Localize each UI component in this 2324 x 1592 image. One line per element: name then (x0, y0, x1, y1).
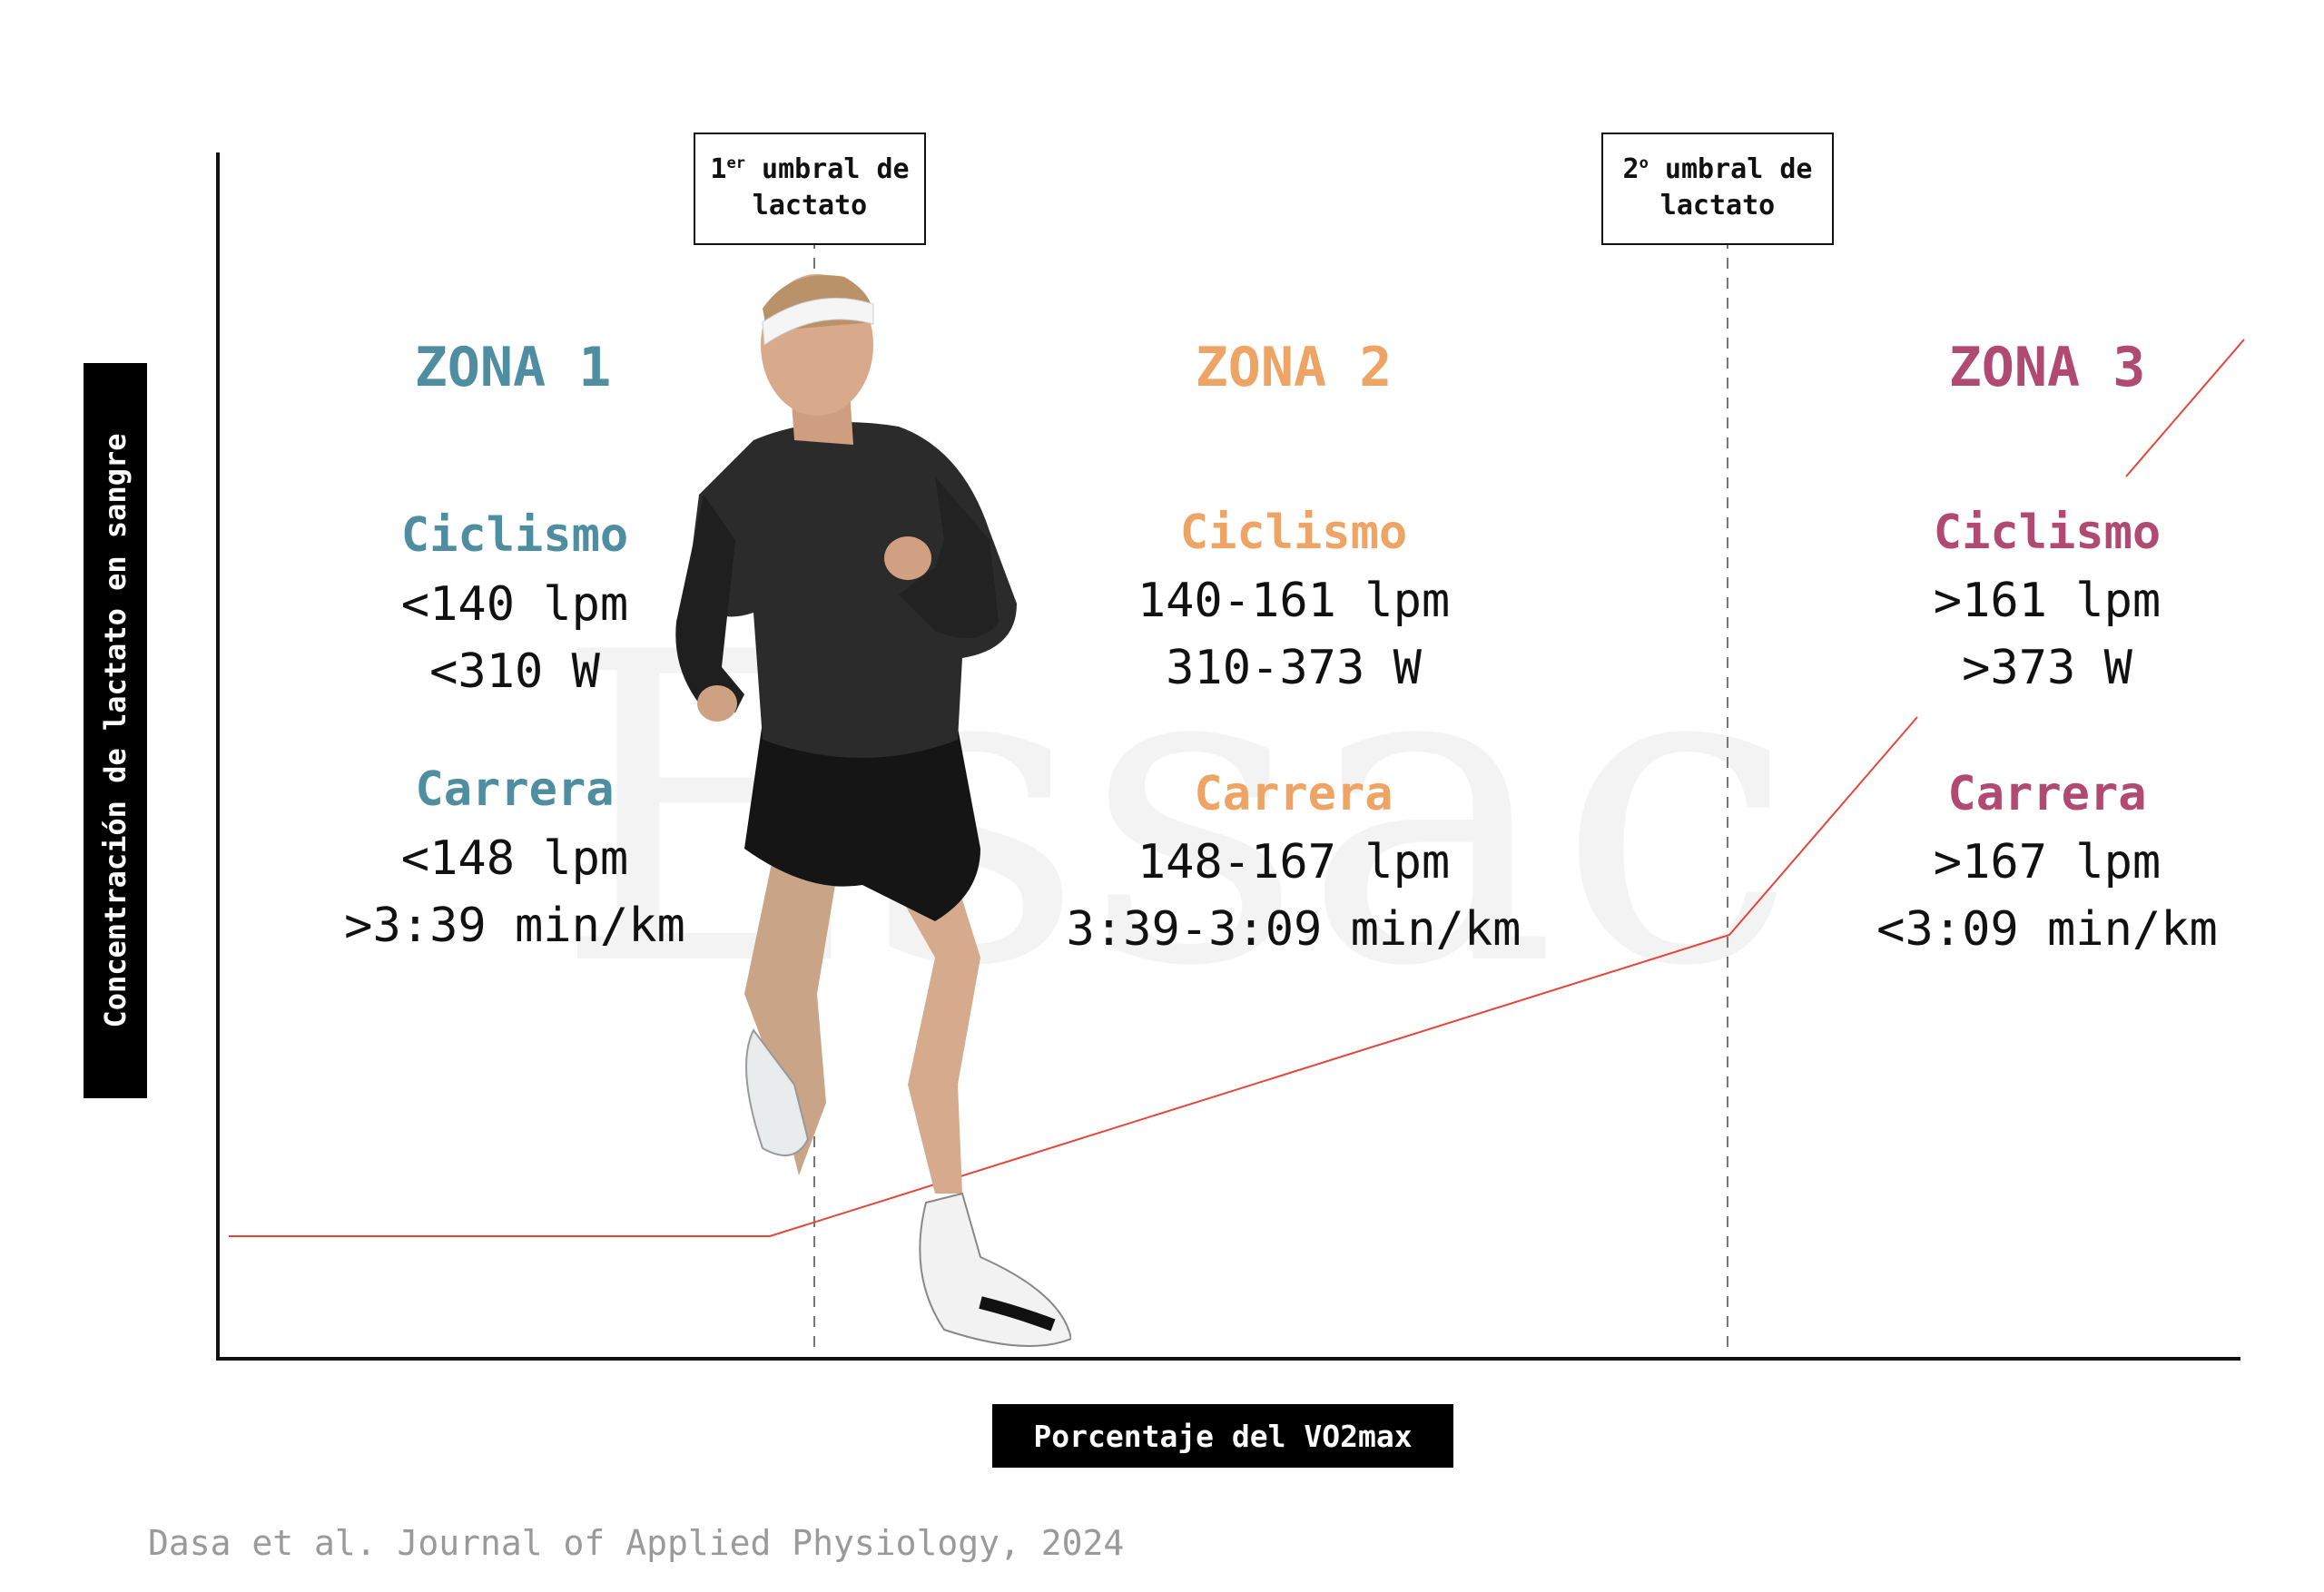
x-axis-label: Porcentaje del VO2max (992, 1404, 1453, 1468)
runner-photo (675, 274, 1071, 1347)
zone-3-cycling-label: Ciclismo (1933, 506, 2162, 560)
zone-1-title: ZONA 1 (414, 336, 612, 399)
zone-3-running-hr: >167 lpm (1933, 835, 2162, 889)
threshold-2-label: 2o umbral de lactato (1601, 133, 1834, 245)
zone-3-running-label: Carrera (1947, 767, 2147, 821)
zone-2-title: ZONA 2 (1195, 336, 1393, 399)
zone-2-running-hr: 148-167 lpm (1137, 835, 1451, 889)
zone-1-cycling-hr: <140 lpm (400, 577, 629, 632)
zone-1-running-pace: >3:39 min/km (344, 899, 685, 953)
zone-2-cycling-power: 310-373 W (1166, 641, 1422, 695)
runner-shorts (744, 703, 980, 921)
y-axis-label-text: Concentración de lactato en sangre (98, 433, 133, 1028)
runner-back-shoe (745, 1028, 810, 1156)
runner-shirt (690, 422, 1017, 758)
runner-left-arm (675, 495, 744, 712)
zone-1-cycling-label: Ciclismo (400, 508, 629, 563)
zone-3-cycling-power: >373 W (1962, 641, 2132, 695)
zone-2-cycling-label: Ciclismo (1179, 506, 1408, 560)
lactate-curve-high (2125, 339, 2245, 477)
zone-3-title: ZONA 3 (1948, 336, 2146, 399)
zone-1-cycling-power: <310 W (429, 644, 600, 699)
zone-2-cycling-hr: 140-161 lpm (1137, 574, 1451, 628)
runner-right-arm (899, 477, 999, 638)
runner-fist (884, 536, 931, 580)
zone-3-cycling-hr: >161 lpm (1933, 574, 2162, 628)
zone-1-running-label: Carrera (415, 762, 615, 817)
y-axis-label: Concentración de lactato en sangre (84, 363, 147, 1098)
zone-1-running-hr: <148 lpm (400, 831, 629, 886)
citation: Dasa et al. Journal of Applied Physiolog… (148, 1523, 1125, 1563)
threshold-1-label: 1er umbral de lactato (694, 133, 926, 245)
runner-headband (762, 297, 874, 346)
zone-3-running-pace: <3:09 min/km (1876, 902, 2218, 957)
lactate-curve-low (229, 716, 1918, 1237)
zone-2-running-pace: 3:39-3:09 min/km (1066, 902, 1521, 957)
runner-front-shoe (919, 1192, 1071, 1347)
zone-2-running-label: Carrera (1194, 767, 1393, 821)
runner-hand-left (697, 685, 737, 722)
